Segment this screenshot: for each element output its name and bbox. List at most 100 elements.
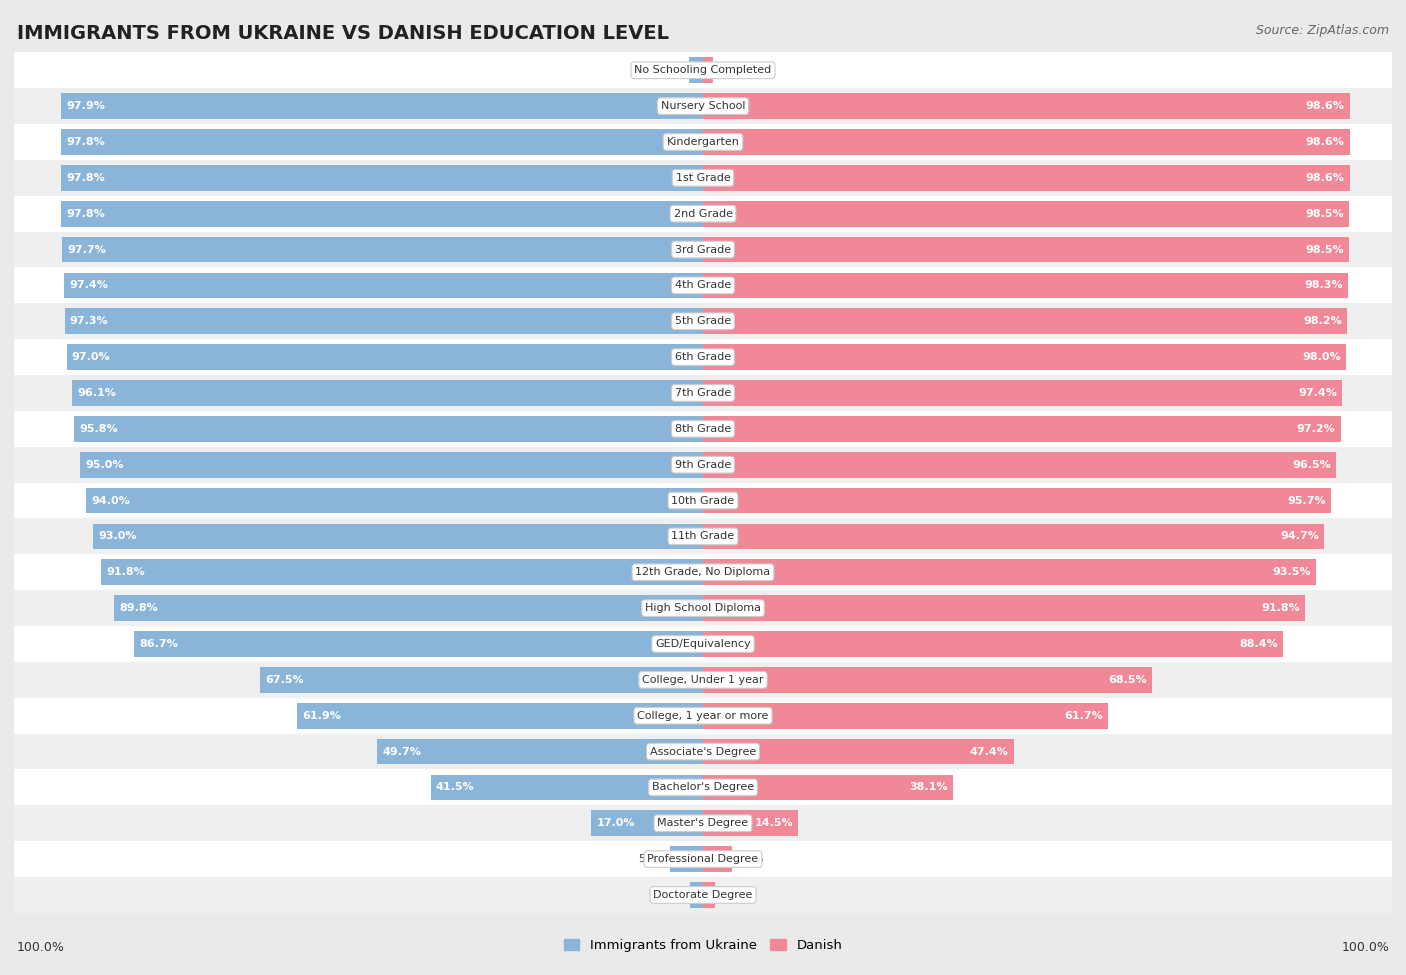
Text: 97.4%: 97.4% (1298, 388, 1337, 398)
Bar (430, 774, 703, 800)
Bar (14, 626, 1392, 662)
Bar (93, 524, 703, 549)
Text: 7th Grade: 7th Grade (675, 388, 731, 398)
Text: 98.6%: 98.6% (1306, 136, 1344, 147)
Text: 98.5%: 98.5% (1305, 245, 1344, 254)
Bar (114, 595, 703, 621)
Text: 88.4%: 88.4% (1239, 639, 1278, 649)
Text: College, 1 year or more: College, 1 year or more (637, 711, 769, 721)
Text: 91.8%: 91.8% (105, 567, 145, 577)
Text: 3rd Grade: 3rd Grade (675, 245, 731, 254)
Text: 91.8%: 91.8% (1261, 604, 1301, 613)
Text: 97.9%: 97.9% (66, 101, 105, 111)
Text: 9th Grade: 9th Grade (675, 459, 731, 470)
Text: 8th Grade: 8th Grade (675, 424, 731, 434)
Text: IMMIGRANTS FROM UKRAINE VS DANISH EDUCATION LEVEL: IMMIGRANTS FROM UKRAINE VS DANISH EDUCAT… (17, 24, 669, 43)
Text: 38.1%: 38.1% (910, 782, 948, 793)
Text: College, Under 1 year: College, Under 1 year (643, 675, 763, 684)
Text: 97.2%: 97.2% (1296, 424, 1336, 434)
Text: 98.3%: 98.3% (1305, 281, 1343, 291)
Text: 5th Grade: 5th Grade (675, 316, 731, 327)
Bar (703, 94, 1350, 119)
Bar (14, 662, 1392, 698)
Bar (703, 739, 1014, 764)
Text: 86.7%: 86.7% (139, 639, 179, 649)
Text: 67.5%: 67.5% (266, 675, 304, 684)
Text: 95.7%: 95.7% (1286, 495, 1326, 506)
Text: 97.7%: 97.7% (67, 245, 105, 254)
Text: GED/Equivalency: GED/Equivalency (655, 639, 751, 649)
Bar (14, 410, 1392, 447)
Bar (14, 88, 1392, 124)
Text: 4th Grade: 4th Grade (675, 281, 731, 291)
Bar (260, 667, 703, 693)
Bar (86, 488, 703, 514)
Bar (14, 555, 1392, 590)
Text: 1st Grade: 1st Grade (676, 173, 730, 183)
Text: 97.0%: 97.0% (72, 352, 111, 362)
Text: 94.0%: 94.0% (91, 495, 131, 506)
Bar (377, 739, 703, 764)
Bar (703, 451, 1336, 478)
Text: 2.2%: 2.2% (657, 65, 685, 75)
Bar (134, 631, 703, 657)
Bar (14, 339, 1392, 375)
Text: 97.8%: 97.8% (66, 173, 105, 183)
Text: Master's Degree: Master's Degree (658, 818, 748, 829)
Bar (14, 447, 1392, 483)
Bar (62, 129, 703, 155)
Text: 97.8%: 97.8% (66, 209, 105, 218)
Bar (703, 380, 1343, 406)
Bar (14, 375, 1392, 410)
Bar (101, 560, 703, 585)
Text: 95.0%: 95.0% (84, 459, 124, 470)
Bar (14, 53, 1392, 88)
Text: 98.6%: 98.6% (1306, 101, 1344, 111)
Bar (14, 841, 1392, 878)
Text: 47.4%: 47.4% (970, 747, 1008, 757)
Bar (703, 631, 1284, 657)
Text: 94.7%: 94.7% (1281, 531, 1319, 541)
Bar (14, 160, 1392, 196)
Text: No Schooling Completed: No Schooling Completed (634, 65, 772, 75)
Bar (703, 416, 1341, 442)
Text: 98.2%: 98.2% (1303, 316, 1343, 327)
Bar (703, 237, 1350, 262)
Text: 93.5%: 93.5% (1272, 567, 1312, 577)
Bar (703, 165, 1350, 191)
Legend: Immigrants from Ukraine, Danish: Immigrants from Ukraine, Danish (558, 934, 848, 957)
Bar (703, 524, 1324, 549)
Text: 6th Grade: 6th Grade (675, 352, 731, 362)
Bar (14, 769, 1392, 805)
Bar (60, 94, 703, 119)
Text: 93.0%: 93.0% (98, 531, 136, 541)
Text: 4.4%: 4.4% (735, 854, 763, 864)
Bar (703, 703, 1108, 728)
Text: 17.0%: 17.0% (596, 818, 636, 829)
Text: 14.5%: 14.5% (754, 818, 793, 829)
Bar (703, 810, 799, 837)
Bar (703, 272, 1348, 298)
Bar (62, 237, 703, 262)
Bar (14, 483, 1392, 519)
Text: 96.1%: 96.1% (77, 388, 117, 398)
Text: 49.7%: 49.7% (382, 747, 420, 757)
Bar (703, 488, 1331, 514)
Bar (703, 201, 1350, 226)
Bar (14, 733, 1392, 769)
Text: 97.8%: 97.8% (66, 136, 105, 147)
Bar (14, 232, 1392, 267)
Bar (14, 196, 1392, 232)
Bar (297, 703, 703, 728)
Bar (14, 519, 1392, 555)
Text: 10th Grade: 10th Grade (672, 495, 734, 506)
Text: 95.8%: 95.8% (80, 424, 118, 434)
Text: 97.4%: 97.4% (69, 281, 108, 291)
Text: 2nd Grade: 2nd Grade (673, 209, 733, 218)
Bar (703, 667, 1153, 693)
Bar (80, 451, 703, 478)
Text: 41.5%: 41.5% (436, 782, 475, 793)
Text: 1.5%: 1.5% (716, 65, 744, 75)
Bar (703, 344, 1346, 370)
Bar (66, 344, 703, 370)
